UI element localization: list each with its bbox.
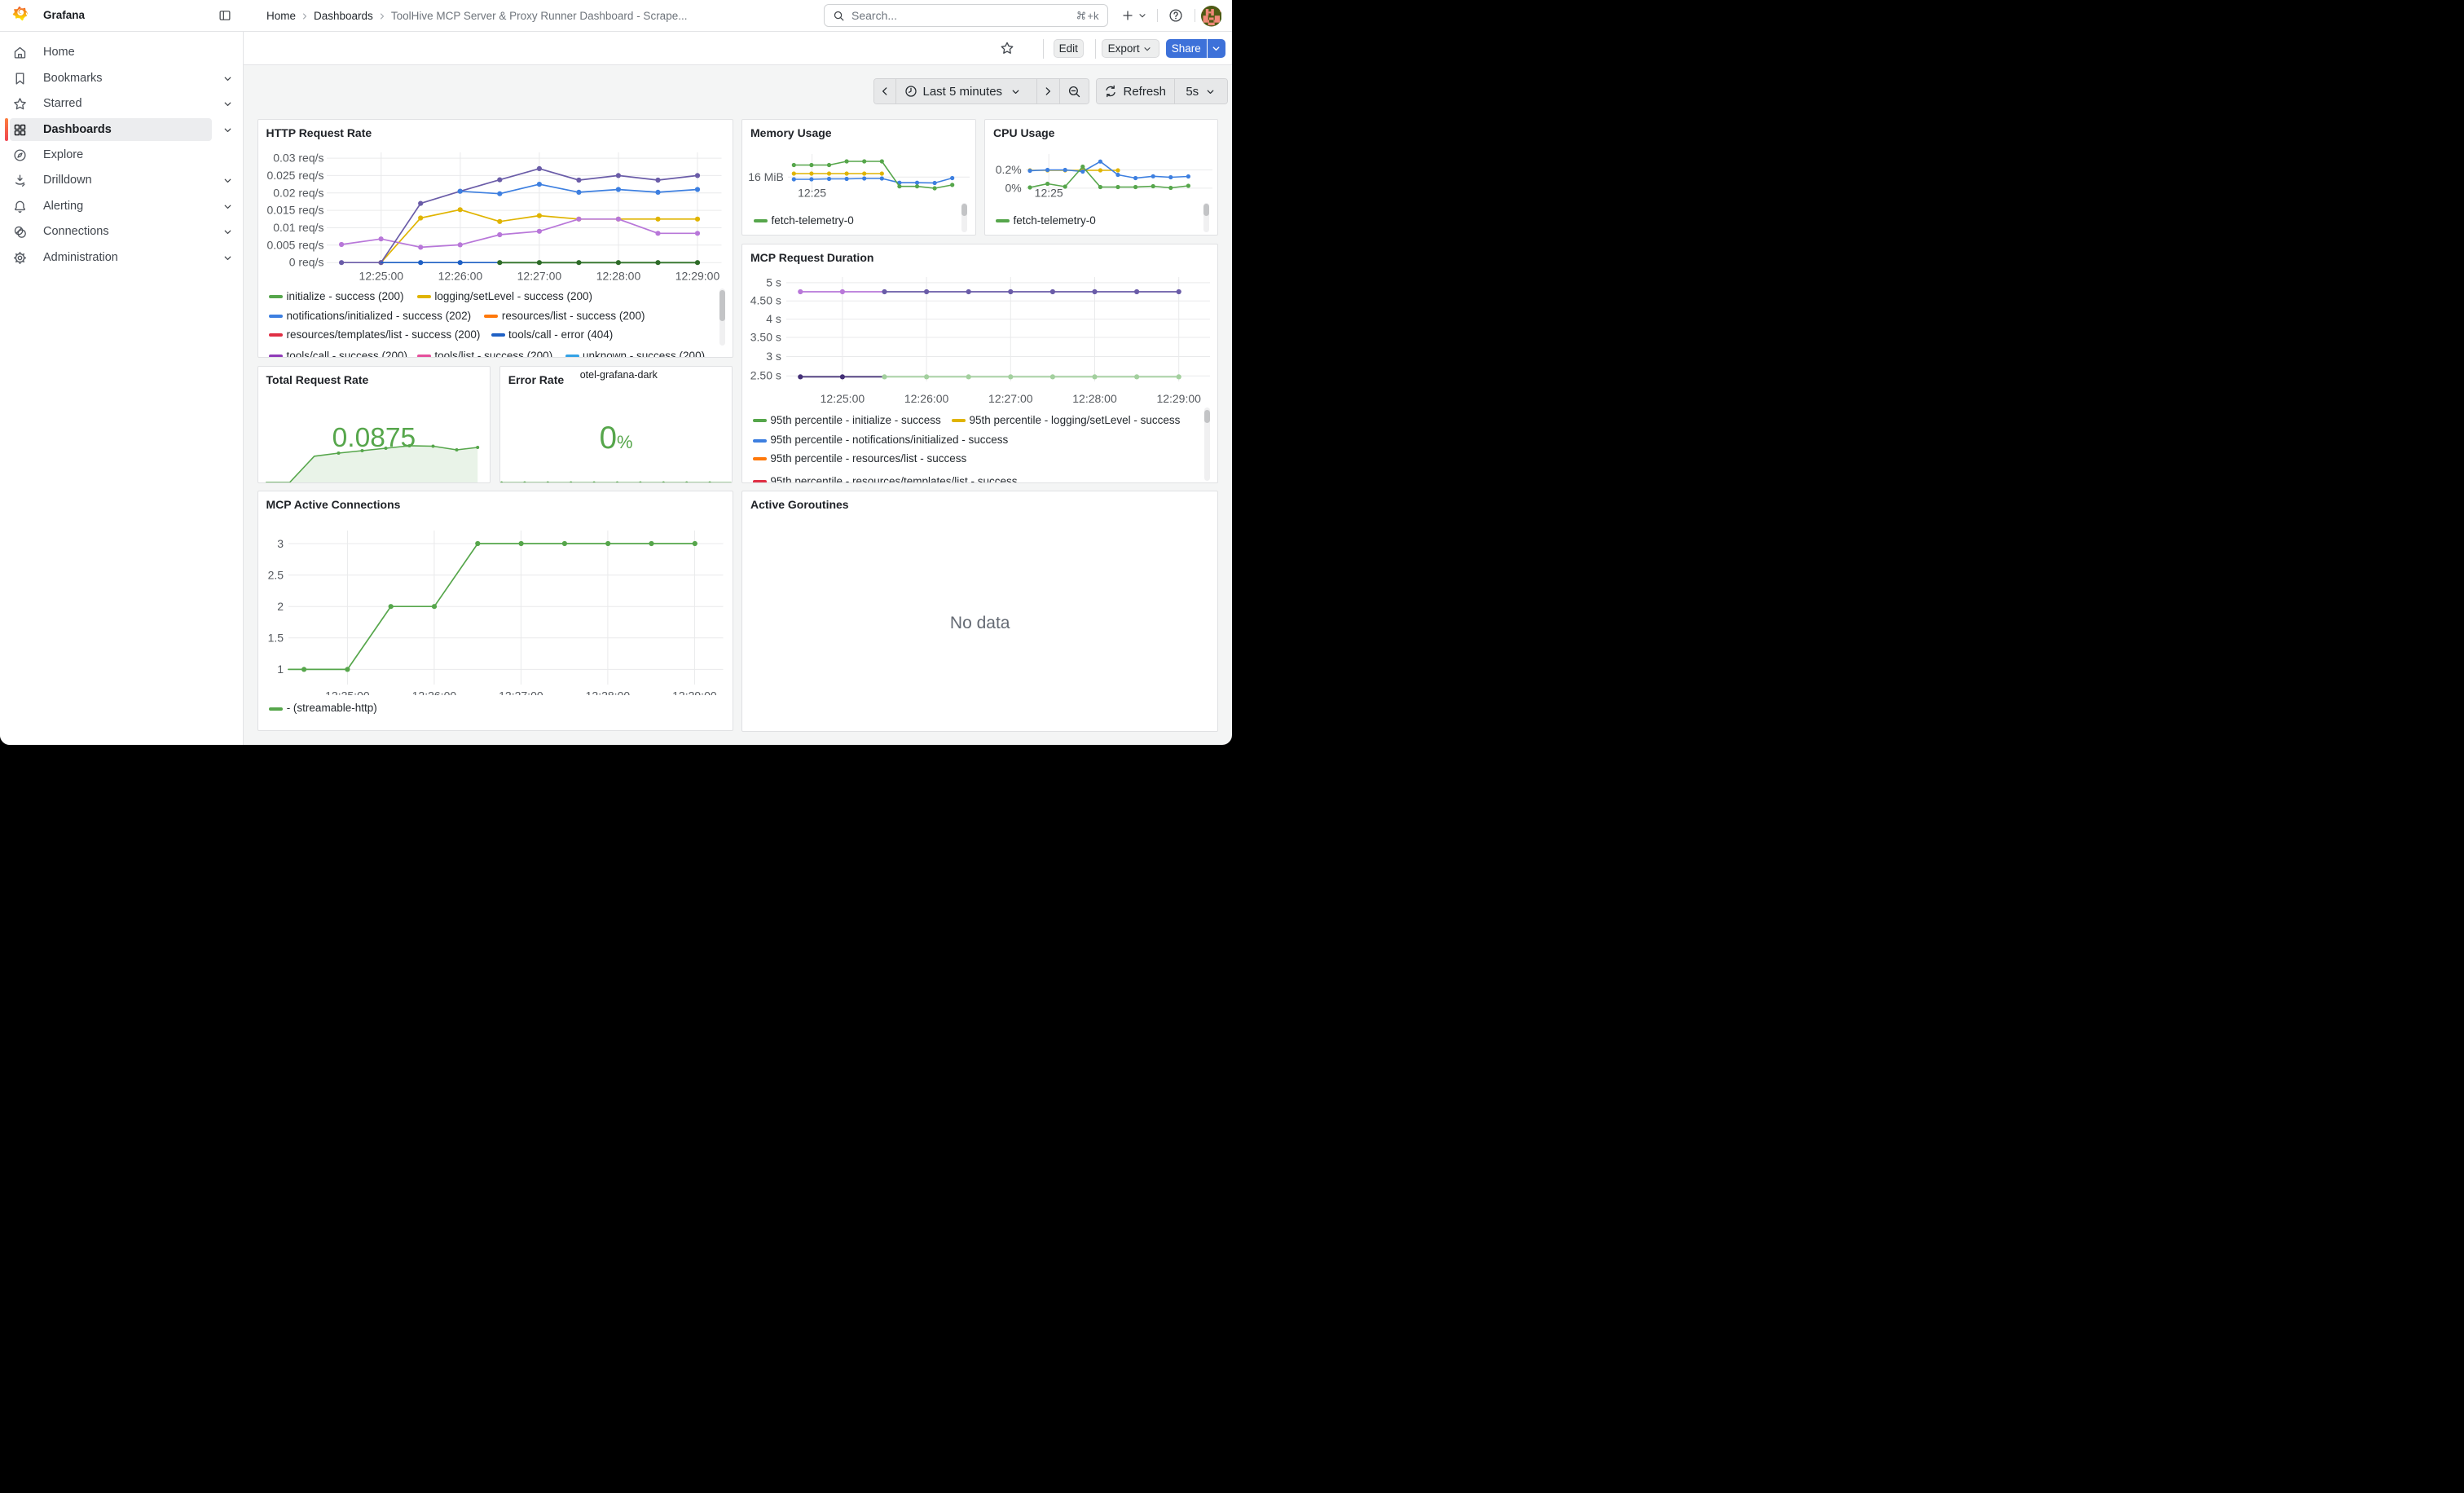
svg-text:12:25:00: 12:25:00 [821,392,865,405]
svg-text:12:25:00: 12:25:00 [359,269,403,282]
svg-text:3: 3 [277,536,284,549]
svg-text:0%: 0% [1005,181,1021,194]
svg-text:0.015 req/s: 0.015 req/s [266,203,323,216]
svg-text:5 s: 5 s [766,275,781,288]
svg-text:0.005 req/s: 0.005 req/s [266,238,323,251]
svg-text:12:27:00: 12:27:00 [499,689,543,695]
svg-text:2.5: 2.5 [267,568,284,581]
svg-text:0.025 req/s: 0.025 req/s [266,168,323,181]
svg-text:12:27:00: 12:27:00 [988,392,1033,405]
svg-text:12:28:00: 12:28:00 [585,689,630,695]
svg-text:4 s: 4 s [766,312,781,325]
svg-text:3 s: 3 s [766,350,781,363]
svg-text:2.50 s: 2.50 s [750,369,781,382]
svg-text:12:29:00: 12:29:00 [672,689,717,695]
svg-text:12:25:00: 12:25:00 [325,689,370,695]
svg-text:12:28:00: 12:28:00 [1072,392,1117,405]
svg-text:12:26:00: 12:26:00 [904,392,949,405]
svg-text:1.5: 1.5 [267,631,284,644]
svg-text:0.01 req/s: 0.01 req/s [273,221,323,234]
svg-text:12:26:00: 12:26:00 [438,269,482,282]
svg-text:12:27:00: 12:27:00 [517,269,561,282]
svg-text:12:26:00: 12:26:00 [411,689,456,695]
svg-text:0 req/s: 0 req/s [288,255,323,268]
svg-text:0.2%: 0.2% [996,163,1022,176]
svg-text:12:28:00: 12:28:00 [596,269,640,282]
svg-text:12:29:00: 12:29:00 [1156,392,1201,405]
svg-text:12:25: 12:25 [798,186,826,199]
svg-text:1: 1 [277,663,284,676]
svg-text:12:25: 12:25 [1035,186,1063,199]
svg-text:12:29:00: 12:29:00 [675,269,719,282]
svg-text:16 MiB: 16 MiB [748,170,784,183]
svg-text:0.03 req/s: 0.03 req/s [273,151,323,164]
svg-text:3.50 s: 3.50 s [750,331,781,344]
svg-text:0.02 req/s: 0.02 req/s [273,186,323,199]
svg-text:4.50 s: 4.50 s [750,294,781,307]
svg-text:2: 2 [277,600,284,613]
